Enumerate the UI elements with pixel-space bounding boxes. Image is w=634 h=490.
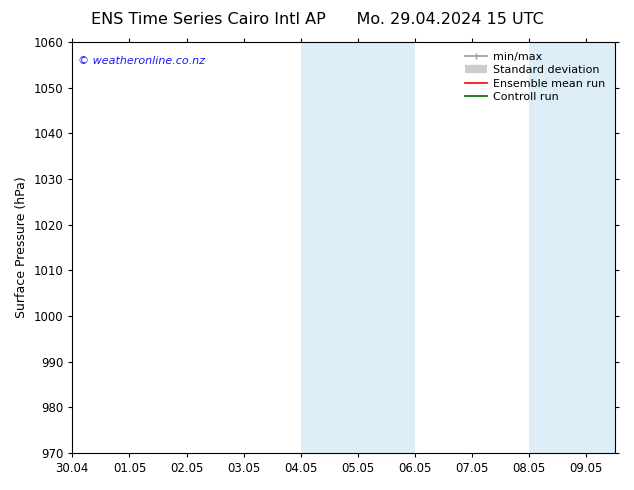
Bar	[529, 42, 615, 453]
Text: ENS Time Series Cairo Intl AP      Mo. 29.04.2024 15 UTC: ENS Time Series Cairo Intl AP Mo. 29.04.…	[91, 12, 543, 27]
Y-axis label: Surface Pressure (hPa): Surface Pressure (hPa)	[15, 176, 28, 318]
Legend: min/max, Standard deviation, Ensemble mean run, Controll run: min/max, Standard deviation, Ensemble me…	[460, 48, 609, 106]
Text: © weatheronline.co.nz: © weatheronline.co.nz	[78, 56, 205, 67]
Bar	[301, 42, 415, 453]
